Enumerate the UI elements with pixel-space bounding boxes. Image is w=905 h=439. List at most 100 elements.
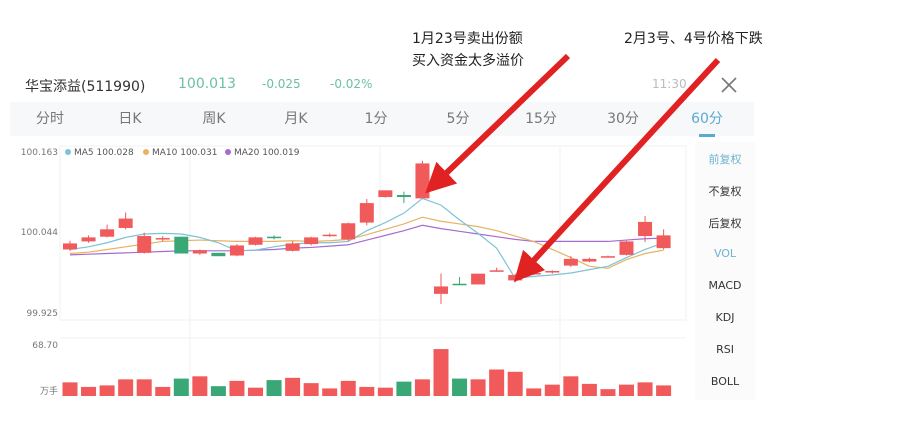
tab-周K[interactable]: 周K <box>184 108 244 128</box>
tab-15分[interactable]: 15分 <box>511 108 571 128</box>
stock-time: 11:30 <box>652 77 687 91</box>
indicator-MACD[interactable]: MACD <box>708 279 742 292</box>
active-tab-indicator <box>699 134 715 137</box>
close-button[interactable] <box>718 74 740 96</box>
candle <box>118 218 133 228</box>
volume-bar <box>637 382 653 396</box>
volume-bar <box>136 379 152 396</box>
volume-bar <box>210 386 226 396</box>
indicator-menu: 前复权不复权后复权 VOL MACD KDJ RSI BOLL <box>695 142 755 400</box>
volume-bar <box>322 388 338 396</box>
volume-bar <box>192 376 208 396</box>
candle <box>545 270 560 273</box>
period-tabs: 分时 日K 周K 月K 1分 5分 15分 30分 60分 <box>10 102 754 137</box>
candle <box>211 252 226 257</box>
tab-label: 1分 <box>364 111 388 127</box>
tab-label: 60分 <box>691 111 723 127</box>
candle <box>471 273 486 285</box>
volume-bar <box>581 383 597 396</box>
candle <box>378 190 393 198</box>
price-label-max: 100.163 <box>21 148 58 158</box>
indicator-后复权[interactable]: 后复权 <box>708 217 742 230</box>
volume-bar <box>433 349 449 396</box>
tab-5分[interactable]: 5分 <box>428 108 488 128</box>
annotation-feb3-4: 2月3号、4号价格下跌 <box>624 28 763 50</box>
volume-bar <box>414 379 430 396</box>
annotation-line: 买入资金太多溢价 <box>412 53 524 69</box>
volume-bar <box>452 378 468 396</box>
tab-label: 分时 <box>36 111 64 127</box>
candle <box>452 283 467 286</box>
volume-bar <box>173 378 189 396</box>
candle <box>656 235 671 249</box>
tab-60分[interactable]: 60分 <box>677 108 737 137</box>
candle <box>267 236 282 239</box>
volume-bar <box>544 384 560 396</box>
volume-bar <box>507 371 523 396</box>
volume-bar <box>489 369 505 396</box>
stock-change: -0.025 <box>262 77 301 91</box>
indicator-RSI[interactable]: RSI <box>716 343 734 356</box>
candle <box>600 256 615 258</box>
chart-canvas: 100.163 100.044 99.925 MA5 100.028 MA10 100.… <box>21 145 687 412</box>
volume-bar <box>118 379 134 396</box>
volume-bar <box>619 384 634 396</box>
indicator-不复权[interactable]: 不复权 <box>708 185 742 198</box>
legend-MA5: MA5 100.028 <box>74 148 134 158</box>
tab-label: 月K <box>284 111 308 127</box>
candle <box>192 250 207 254</box>
candle <box>619 241 634 255</box>
volume-bar <box>656 385 672 396</box>
tab-1分[interactable]: 1分 <box>346 108 406 128</box>
candle <box>415 163 430 199</box>
indicator-BOLL[interactable]: BOLL <box>710 375 740 388</box>
tab-30分[interactable]: 30分 <box>593 108 653 128</box>
indicator-前复权[interactable]: 前复权 <box>708 153 742 166</box>
candle <box>341 223 356 240</box>
volume-bar <box>266 380 282 396</box>
indicator-KDJ[interactable]: KDJ <box>715 311 735 324</box>
volume-bar <box>340 380 356 396</box>
volume-bar <box>563 376 579 396</box>
price-label-min: 99.925 <box>27 309 59 319</box>
volume-bar <box>377 387 393 396</box>
candle <box>155 238 170 240</box>
tab-日K[interactable]: 日K <box>100 108 160 128</box>
candle <box>63 243 77 250</box>
volume-max-label: 68.70 <box>32 341 58 351</box>
candle <box>434 286 448 294</box>
volume-bar <box>526 388 542 396</box>
volume-unit-label: 万手 <box>40 385 58 397</box>
candle <box>174 236 189 254</box>
candle <box>304 237 319 245</box>
volume-bar <box>359 386 375 396</box>
candle <box>248 237 263 245</box>
volume-bar <box>303 383 319 396</box>
candle <box>638 221 653 237</box>
stock-name: 华宝添益(511990) <box>25 79 146 95</box>
candle <box>563 258 578 266</box>
tab-label: 30分 <box>607 111 639 127</box>
candle <box>526 273 541 275</box>
close-icon <box>721 77 737 93</box>
tab-月K[interactable]: 月K <box>266 108 326 128</box>
volume-bar <box>81 386 97 396</box>
stock-header: 华宝添益(511990) 100.013 -0.025 -0.02% 11:30 <box>0 72 760 100</box>
volume-bar <box>99 385 115 396</box>
candle <box>229 245 244 256</box>
kline-chart[interactable]: 100.163 100.044 99.925 MA5 100.028 MA10 100.… <box>0 140 700 412</box>
volume-bar <box>396 381 412 396</box>
volume-bar <box>600 389 616 396</box>
candle <box>81 237 96 242</box>
candle <box>582 258 597 262</box>
indicator-VOL[interactable]: VOL <box>713 247 737 260</box>
tab-label: 15分 <box>525 111 557 127</box>
tab-分时[interactable]: 分时 <box>20 108 80 128</box>
annotation-jan23: 1月23号卖出份额 买入资金太多溢价 <box>412 28 524 72</box>
candle <box>396 195 411 198</box>
annotation-line: 2月3号、4号价格下跌 <box>624 31 763 47</box>
candle <box>322 234 337 237</box>
candle <box>285 243 300 251</box>
legend-MA10: MA10 100.031 <box>152 148 217 158</box>
stock-change-pct: -0.02% <box>330 77 373 91</box>
